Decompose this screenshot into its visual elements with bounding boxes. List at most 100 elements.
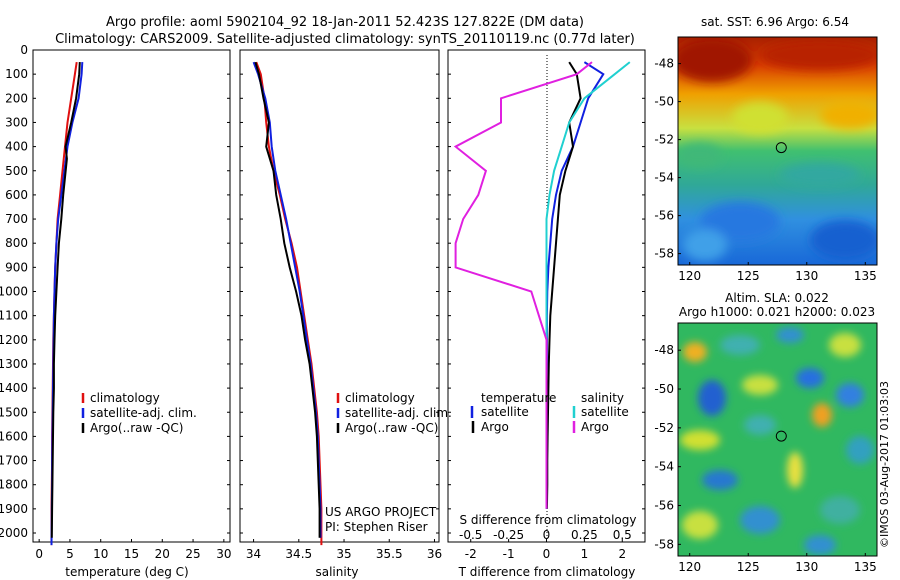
sdiff-tick-label: 0.5: [613, 528, 632, 542]
tdiff-axis-label: T difference from climatology: [458, 565, 636, 579]
temperature-tick-label: 15: [124, 547, 139, 561]
legend-satellite: satellite-adj. clim.: [345, 406, 452, 420]
lat-tick-label: -56: [654, 499, 674, 513]
temperature-legend: climatology satellite-adj. clim. Argo(..…: [81, 391, 197, 435]
depth-tick-label: 0: [20, 43, 28, 57]
depth-tick-label: 1900: [0, 502, 28, 516]
lat-tick-label: -56: [654, 209, 674, 223]
salinity-curves: [252, 61, 323, 546]
sdiff-tick-label: -0.5: [459, 528, 482, 542]
sla-map-subtitle: Argo h1000: 0.021 h2000: 0.023: [679, 305, 875, 319]
depth-tick-label: 800: [5, 236, 28, 250]
legend-climatology: climatology: [90, 391, 160, 405]
tick-marks: [33, 49, 645, 542]
series-line: [545, 61, 631, 509]
salinity-legend: climatology satellite-adj. clim. Argo(..…: [325, 391, 452, 534]
sst-map-title: sat. SST: 6.96 Argo: 6.54: [701, 15, 849, 29]
lat-tick-label: -50: [654, 382, 674, 396]
salinity-axis-label: salinity: [315, 565, 358, 579]
salinity-panel-frame: [239, 49, 440, 543]
figure-title-line1: Argo profile: aoml 5902104_92 18-Jan-201…: [106, 15, 584, 30]
temperature-tick-label: 30: [216, 547, 231, 561]
legend-satellite: satellite-adj. clim.: [90, 406, 197, 420]
legend-t-satellite: satellite: [481, 405, 529, 419]
temperature-tick-label: 25: [185, 547, 200, 561]
temperature-panel-frame: [32, 49, 231, 543]
temperature-tick-label: 5: [66, 547, 74, 561]
depth-axis-ticks: 0 100 200 300 400 500 600 700 800 900 1000 1100 1200…: [0, 43, 28, 540]
salinity-tick-label: 35.5: [376, 547, 403, 561]
legend-climatology: climatology: [345, 391, 415, 405]
depth-tick-label: 400: [5, 140, 28, 154]
difference-legend: temperature salinity satellite Argo sate…: [470, 391, 629, 434]
lat-tick-label: -54: [654, 460, 674, 474]
salinity-tick-label: 34.5: [285, 547, 312, 561]
lat-tick-label: -58: [654, 537, 674, 551]
sst-lat-ticks: -48 -50 -52 -54 -56 -58: [654, 57, 681, 261]
sdiff-axis-label: S difference from climatology: [460, 513, 637, 527]
lat-tick-label: -48: [654, 343, 674, 357]
lon-tick-label: 125: [737, 269, 760, 283]
depth-tick-label: 1700: [0, 454, 28, 468]
lat-tick-label: -48: [654, 57, 674, 71]
legend-temperature-title: temperature: [481, 391, 556, 405]
legend-argo: Argo(..raw -QC): [90, 421, 183, 435]
tdiff-tick-label: -2: [465, 547, 477, 561]
tdiff-x-ticks: -2 -1 0 1 2: [465, 547, 626, 561]
temperature-tick-label: 0: [35, 547, 43, 561]
depth-tick-label: 1000: [0, 285, 28, 299]
lat-tick-label: -52: [654, 133, 674, 147]
lon-tick-label: 135: [854, 269, 877, 283]
sdiff-tick-label: -0.25: [493, 528, 524, 542]
sst-map-frame: [677, 36, 878, 266]
depth-tick-label: 600: [5, 188, 28, 202]
sdiff-x-ticks: -0.5-0.2500.250.5: [459, 528, 632, 542]
lat-tick-label: -54: [654, 171, 674, 185]
temperature-axis-label: temperature (deg C): [65, 565, 188, 579]
sla-map-title: Altim. SLA: 0.022: [725, 291, 829, 305]
series-line: [252, 61, 322, 538]
salinity-tick-label: 35: [336, 547, 351, 561]
depth-tick-label: 1400: [0, 381, 28, 395]
lon-tick-label: 130: [795, 560, 818, 574]
lon-tick-label: 120: [678, 269, 701, 283]
sst-lon-ticks: 120 125 130 135: [678, 262, 877, 283]
lon-tick-label: 130: [795, 269, 818, 283]
depth-tick-label: 1500: [0, 405, 28, 419]
lat-tick-label: -50: [654, 95, 674, 109]
tdiff-tick-label: 1: [581, 547, 589, 561]
depth-tick-label: 1100: [0, 309, 28, 323]
argo-location-marker: [775, 142, 787, 154]
series-line: [545, 61, 605, 509]
depth-tick-label: 1800: [0, 478, 28, 492]
depth-tick-label: 700: [5, 212, 28, 226]
depth-tick-label: 2000: [0, 526, 28, 540]
depth-tick-label: 300: [5, 115, 28, 129]
sla-lat-ticks: -48 -50 -52 -54 -56 -58: [654, 343, 681, 551]
depth-tick-label: 900: [5, 260, 28, 274]
depth-tick-label: 1600: [0, 429, 28, 443]
lon-tick-label: 125: [737, 560, 760, 574]
difference-curves: [453, 61, 631, 509]
temperature-tick-label: 20: [155, 547, 170, 561]
lat-tick-label: -58: [654, 247, 674, 261]
lon-tick-label: 120: [678, 560, 701, 574]
sla-map-frame: [677, 322, 878, 557]
lon-tick-label: 135: [854, 560, 877, 574]
tdiff-tick-label: 2: [618, 547, 626, 561]
sst-heatmap: [678, 37, 877, 265]
series-line: [255, 61, 323, 546]
tdiff-tick-label: -1: [503, 547, 515, 561]
legend-s-satellite: satellite: [581, 405, 629, 419]
legend-argo: Argo(..raw -QC): [345, 421, 438, 435]
depth-tick-label: 500: [5, 164, 28, 178]
tdiff-tick-label: 0: [543, 547, 551, 561]
temperature-curves: [50, 61, 84, 546]
temperature-x-ticks: 0 5 10 15 20 25 30: [35, 547, 231, 561]
legend-salinity-title: salinity: [581, 391, 624, 405]
salinity-tick-label: 34: [246, 547, 261, 561]
series-line: [545, 61, 582, 509]
salinity-tick-label: 36: [427, 547, 442, 561]
temperature-tick-label: 10: [93, 547, 108, 561]
